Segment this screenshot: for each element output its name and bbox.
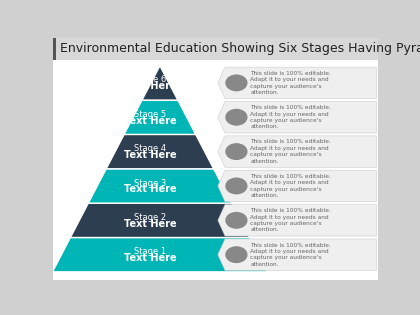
- Text: This slide is 100% editable.
Adapt it to your needs and
capture your audience's
: This slide is 100% editable. Adapt it to…: [250, 243, 331, 267]
- Circle shape: [226, 110, 247, 125]
- Text: Stage 2: Stage 2: [134, 213, 166, 222]
- Text: This slide is 100% editable.
Adapt it to your needs and
capture your audience's
: This slide is 100% editable. Adapt it to…: [250, 105, 331, 129]
- Polygon shape: [142, 66, 178, 100]
- Text: Environmental Education Showing Six Stages Having Pyramid Shaped: Environmental Education Showing Six Stag…: [60, 42, 420, 55]
- Text: This slide is 100% editable.
Adapt it to your needs and
capture your audience's
: This slide is 100% editable. Adapt it to…: [250, 208, 331, 232]
- Polygon shape: [218, 67, 376, 99]
- Text: Stage 5: Stage 5: [134, 110, 166, 119]
- Polygon shape: [218, 170, 376, 202]
- Text: This slide is 100% editable.
Adapt it to your needs and
capture your audience's
: This slide is 100% editable. Adapt it to…: [250, 174, 331, 198]
- Text: Stage 4: Stage 4: [134, 144, 166, 153]
- Text: Stage 6: Stage 6: [134, 76, 166, 84]
- Text: This slide is 100% editable.
Adapt it to your needs and
capture your audience's
: This slide is 100% editable. Adapt it to…: [250, 140, 331, 164]
- Polygon shape: [218, 101, 376, 133]
- Circle shape: [226, 178, 247, 194]
- Text: Text Here: Text Here: [124, 150, 176, 160]
- FancyBboxPatch shape: [52, 60, 378, 280]
- Circle shape: [226, 144, 247, 159]
- Polygon shape: [106, 135, 214, 169]
- Circle shape: [226, 213, 247, 228]
- Text: Text Here: Text Here: [124, 253, 176, 263]
- Polygon shape: [71, 203, 249, 238]
- Text: Text Here: Text Here: [124, 81, 176, 91]
- Polygon shape: [124, 100, 196, 135]
- Polygon shape: [52, 238, 268, 272]
- Text: Text Here: Text Here: [124, 184, 176, 194]
- Polygon shape: [218, 239, 376, 270]
- Circle shape: [226, 75, 247, 91]
- FancyBboxPatch shape: [52, 38, 56, 60]
- Circle shape: [226, 247, 247, 262]
- Text: Stage 1: Stage 1: [134, 247, 166, 256]
- FancyBboxPatch shape: [52, 38, 378, 60]
- Text: Text Here: Text Here: [124, 219, 176, 229]
- Text: Text Here: Text Here: [124, 116, 176, 126]
- Polygon shape: [218, 136, 376, 167]
- Text: Stage 3: Stage 3: [134, 179, 166, 187]
- Polygon shape: [218, 205, 376, 236]
- Polygon shape: [88, 169, 231, 203]
- Text: This slide is 100% editable.
Adapt it to your needs and
capture your audience's
: This slide is 100% editable. Adapt it to…: [250, 71, 331, 95]
